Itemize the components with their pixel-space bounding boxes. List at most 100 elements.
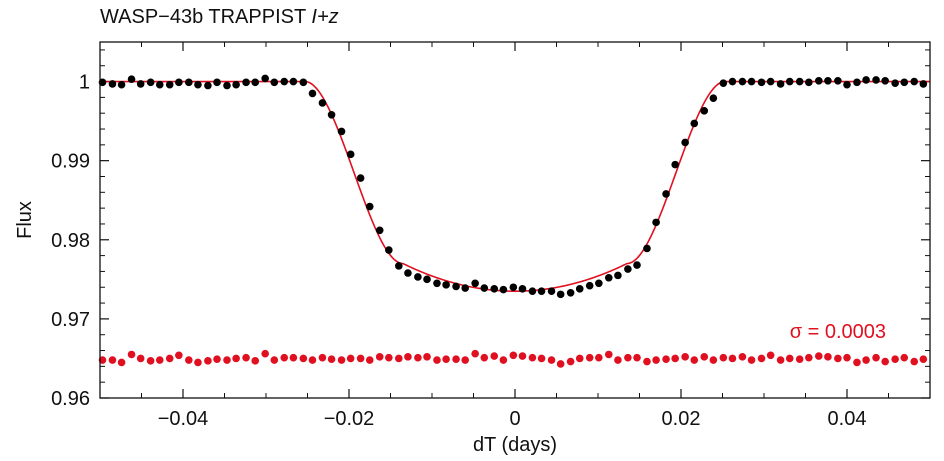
sigma-annotation: σ = 0.0003	[790, 321, 886, 343]
residual-point	[585, 353, 594, 362]
flux-point	[461, 284, 470, 292]
chart-title-band: I+z	[311, 6, 339, 28]
flux-point	[442, 281, 450, 289]
flux-point	[471, 279, 479, 288]
residual-point	[509, 351, 518, 360]
residual-point	[624, 353, 632, 362]
flux-point	[757, 78, 766, 87]
y-tick-label: 0.96	[51, 388, 90, 410]
plot-area	[98, 74, 930, 368]
flux-point	[566, 288, 575, 297]
residual-point	[528, 353, 537, 362]
flux-point	[824, 76, 832, 85]
residual-point	[728, 354, 737, 363]
flux-point	[747, 77, 756, 86]
x-axis-label: dT (days)	[473, 434, 557, 456]
residual-point	[251, 357, 260, 365]
flux-data-points	[98, 74, 928, 299]
y-tick-label: 1	[79, 72, 90, 94]
flux-point	[604, 273, 613, 282]
residual-point	[480, 353, 489, 362]
y-axis-label: Flux	[14, 201, 36, 239]
residual-point	[738, 353, 747, 361]
flux-point	[814, 76, 823, 85]
residual-point	[900, 353, 909, 362]
residual-point	[318, 353, 327, 362]
y-tick-label: 0.98	[51, 230, 90, 252]
x-tick-label: 0.04	[828, 408, 867, 430]
flux-point	[280, 77, 289, 86]
flux-point	[251, 78, 260, 87]
residual-point	[776, 356, 785, 364]
flux-point	[108, 80, 117, 88]
flux-point	[356, 174, 365, 182]
residual-point	[881, 357, 889, 366]
flux-point	[375, 226, 384, 235]
flux-point	[185, 78, 193, 87]
flux-point	[556, 290, 565, 299]
residual-point	[853, 358, 861, 367]
flux-point	[433, 279, 441, 288]
flux-point	[136, 80, 145, 88]
residual-point	[175, 351, 183, 360]
residual-point	[414, 353, 422, 362]
flux-point	[785, 77, 794, 86]
residual-point	[261, 349, 269, 358]
flux-point	[165, 80, 174, 89]
flux-point	[404, 269, 412, 277]
residual-point	[633, 353, 641, 362]
x-tick-label: −0.02	[324, 408, 375, 430]
residual-point	[223, 356, 231, 364]
residual-point	[652, 356, 660, 364]
flux-point	[853, 78, 861, 87]
flux-point	[614, 271, 622, 280]
flux-point	[194, 80, 202, 89]
flux-point	[624, 265, 632, 273]
flux-point	[423, 275, 431, 284]
residual-point	[385, 353, 393, 362]
residual-point	[395, 354, 403, 363]
flux-point	[127, 75, 136, 83]
flux-point	[872, 76, 880, 84]
flux-point	[146, 78, 155, 87]
flux-point	[480, 284, 489, 292]
residual-point	[671, 354, 679, 363]
flux-point	[204, 81, 212, 90]
flux-point	[318, 99, 327, 107]
y-tick-label: 0.99	[51, 151, 90, 173]
flux-point	[728, 77, 737, 86]
flux-point	[652, 218, 660, 227]
flux-point	[633, 261, 641, 269]
residual-point	[537, 354, 546, 363]
residual-point	[709, 356, 718, 364]
flux-point	[395, 262, 403, 270]
flux-point	[585, 281, 594, 290]
flux-point	[242, 78, 250, 87]
residual-point	[547, 356, 556, 364]
residual-point	[117, 358, 126, 367]
flux-point	[891, 79, 899, 87]
flux-point	[299, 78, 308, 87]
residual-point	[757, 354, 766, 363]
residual-point	[690, 356, 699, 364]
residual-point	[280, 353, 289, 362]
flux-point	[232, 80, 240, 89]
tick-marks	[99, 42, 931, 399]
flux-point	[910, 77, 919, 86]
flux-point	[261, 74, 269, 83]
flux-point	[834, 76, 842, 85]
flux-point	[795, 77, 804, 86]
flux-point	[575, 285, 584, 293]
residual-point	[136, 354, 145, 363]
x-tick-label: 0.02	[662, 408, 701, 430]
residual-point	[433, 356, 441, 364]
flux-point	[662, 190, 670, 198]
residual-data-points	[98, 349, 928, 368]
residual-point	[356, 354, 365, 363]
residual-point	[681, 353, 689, 361]
flux-point	[881, 76, 889, 85]
flux-point	[700, 107, 709, 115]
flux-point	[509, 283, 518, 292]
residual-point	[204, 357, 212, 365]
